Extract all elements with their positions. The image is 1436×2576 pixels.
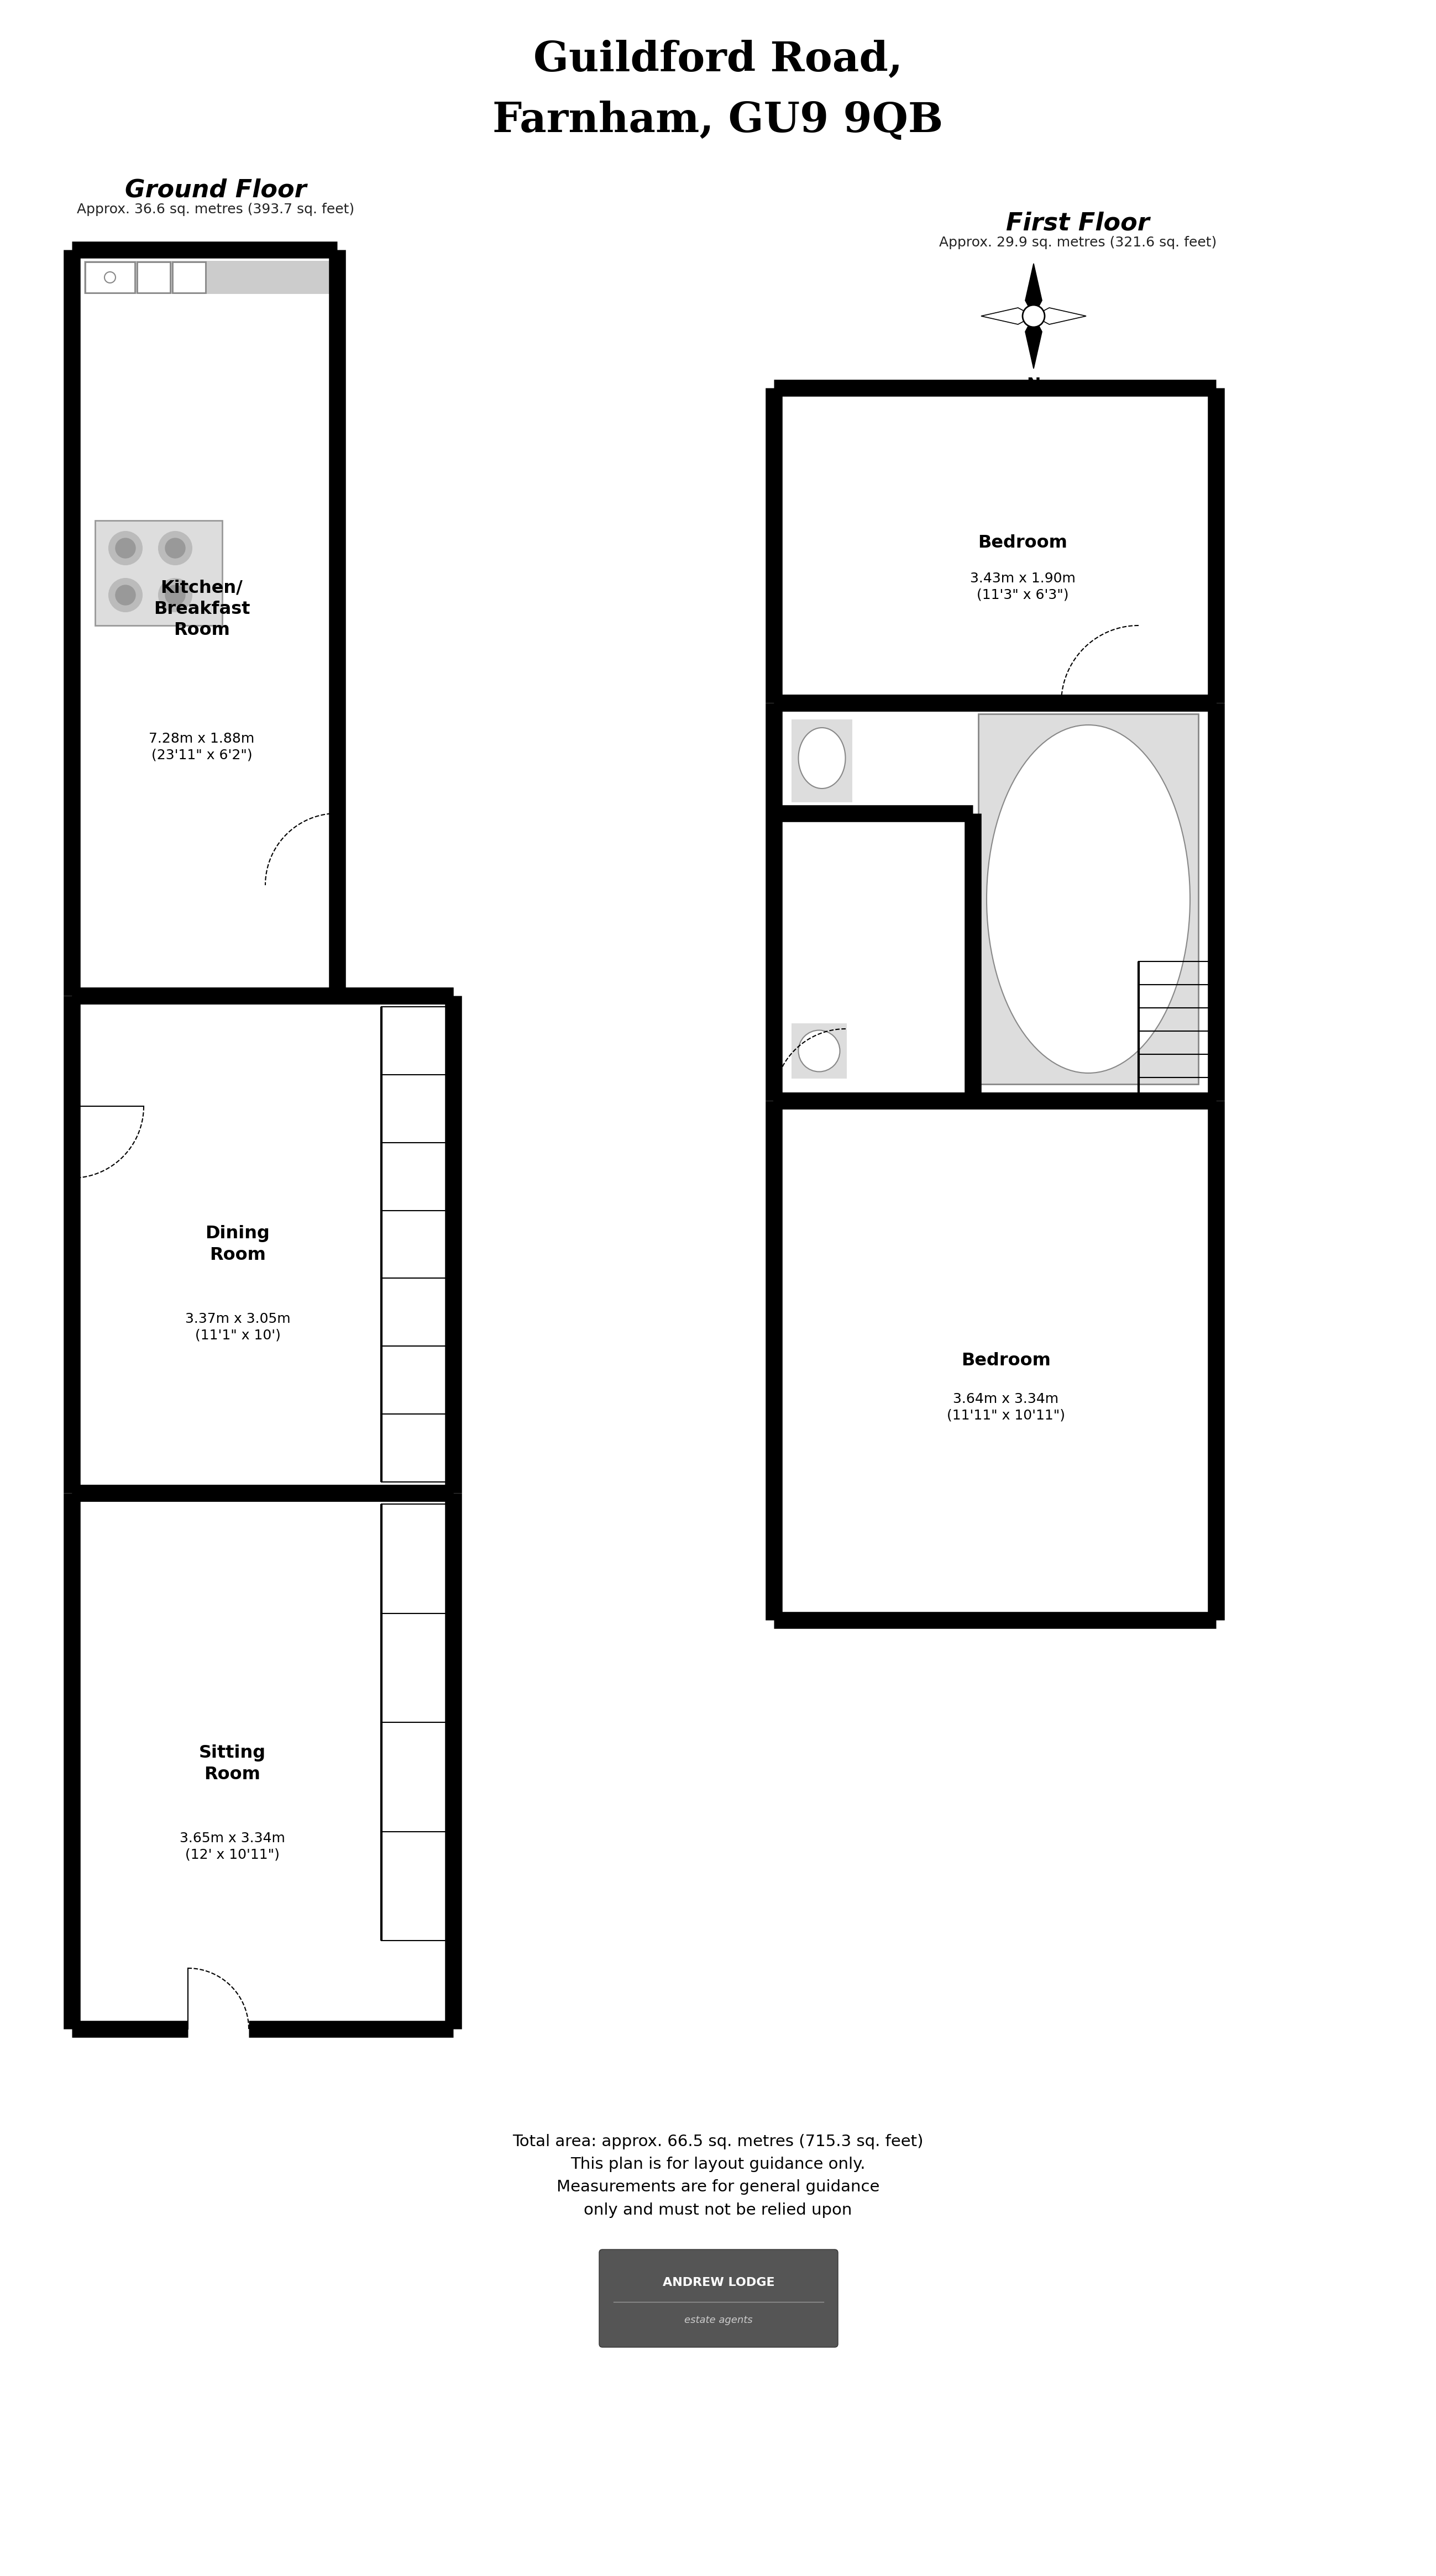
Circle shape	[115, 538, 135, 559]
Polygon shape	[1025, 263, 1043, 317]
Circle shape	[158, 580, 192, 611]
FancyBboxPatch shape	[599, 2249, 839, 2347]
Bar	[172, 263, 205, 294]
Bar	[66, 1105, 79, 1177]
Polygon shape	[1034, 307, 1086, 325]
Text: Total area: approx. 66.5 sq. metres (715.3 sq. feet)
This plan is for layout gui: Total area: approx. 66.5 sq. metres (715…	[513, 2133, 923, 2218]
Bar	[136, 263, 171, 294]
Circle shape	[109, 531, 142, 564]
Text: Sitting
Room: Sitting Room	[198, 1744, 266, 1783]
Text: Kitchen/
Breakfast
Room: Kitchen/ Breakfast Room	[154, 580, 250, 639]
Text: First Floor: First Floor	[1007, 211, 1150, 234]
Polygon shape	[1025, 317, 1043, 368]
Bar	[978, 714, 1198, 1084]
Text: Guildford Road,: Guildford Road,	[533, 39, 903, 80]
Text: Bedroom: Bedroom	[961, 1352, 1051, 1368]
Bar	[791, 719, 853, 801]
Bar	[172, 263, 205, 294]
Bar	[136, 263, 171, 294]
Text: Farnham, GU9 9QB: Farnham, GU9 9QB	[493, 100, 943, 142]
Text: estate agents: estate agents	[685, 2316, 752, 2326]
Text: Bedroom: Bedroom	[978, 533, 1067, 551]
Circle shape	[1022, 304, 1044, 327]
Ellipse shape	[798, 726, 846, 788]
Text: Approx. 36.6 sq. metres (393.7 sq. feet): Approx. 36.6 sq. metres (393.7 sq. feet)	[76, 204, 355, 216]
Bar	[1139, 696, 1216, 708]
Bar	[978, 714, 1198, 1084]
Bar	[332, 814, 345, 886]
Ellipse shape	[798, 1030, 840, 1072]
Bar	[791, 1023, 847, 1079]
Bar	[95, 520, 223, 626]
Text: 3.65m x 3.34m
(12' x 10'11"): 3.65m x 3.34m (12' x 10'11")	[180, 1832, 284, 1862]
Text: 3.64m x 3.34m
(11'11" x 10'11"): 3.64m x 3.34m (11'11" x 10'11")	[946, 1394, 1066, 1422]
Text: 7.28m x 1.88m
(23'11" x 6'2"): 7.28m x 1.88m (23'11" x 6'2")	[149, 732, 254, 762]
Text: 3.37m x 3.05m
(11'1" x 10'): 3.37m x 3.05m (11'1" x 10')	[185, 1311, 290, 1342]
Ellipse shape	[987, 724, 1190, 1074]
Bar	[85, 260, 337, 294]
Text: Dining
Room: Dining Room	[205, 1226, 270, 1262]
Text: N: N	[1027, 376, 1041, 394]
Bar	[85, 263, 135, 294]
Text: 3.43m x 1.90m
(11'3" x 6'3"): 3.43m x 1.90m (11'3" x 6'3")	[969, 572, 1076, 603]
Circle shape	[115, 585, 135, 605]
Text: ANDREW LODGE: ANDREW LODGE	[662, 2277, 774, 2287]
Circle shape	[158, 531, 192, 564]
Bar	[774, 1092, 846, 1108]
Bar	[95, 520, 223, 626]
Text: Approx. 29.9 sq. metres (321.6 sq. feet): Approx. 29.9 sq. metres (321.6 sq. feet)	[939, 237, 1216, 250]
Text: Ground Floor: Ground Floor	[125, 178, 306, 201]
Circle shape	[165, 538, 185, 559]
Circle shape	[165, 585, 185, 605]
Bar	[85, 263, 135, 294]
Circle shape	[109, 580, 142, 611]
Polygon shape	[981, 307, 1034, 325]
